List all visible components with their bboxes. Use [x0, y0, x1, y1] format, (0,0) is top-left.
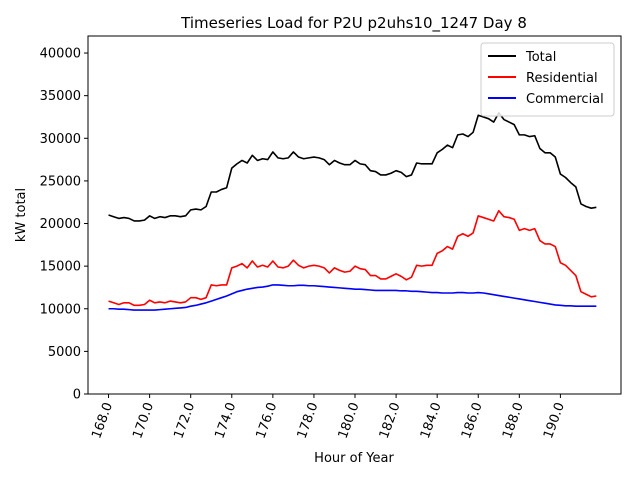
series-line-commercial: [108, 284, 597, 311]
series-lines: [108, 111, 597, 311]
y-axis: 0 5000 10000 15000 20000 25000 30000 35000 40000: [40, 47, 88, 403]
y-tick-label: 20000: [40, 217, 81, 232]
x-axis-label: Hour of Year: [314, 451, 394, 466]
chart-title: Timeseries Load for P2U p2uhs10_1247 Day…: [180, 14, 527, 33]
series-line-residential: [108, 209, 597, 307]
y-tick-label: 5000: [48, 345, 81, 360]
y-tick-label: 30000: [40, 132, 81, 147]
legend-label-total: Total: [525, 50, 556, 65]
legend: Total Residential Commercial: [480, 42, 615, 117]
legend-label-residential: Residential: [526, 71, 598, 86]
y-tick-label: 0: [73, 388, 81, 403]
y-axis-label: kW total: [14, 188, 29, 242]
y-tick-label: 35000: [40, 89, 81, 104]
plot-frame: [87, 35, 622, 395]
y-tick-label: 25000: [40, 174, 81, 189]
legend-label-commercial: Commercial: [526, 92, 604, 107]
y-tick-label: 40000: [40, 47, 81, 62]
series-line-total: [108, 111, 597, 222]
y-tick-label: 15000: [40, 260, 81, 275]
y-tick-label: 10000: [40, 302, 81, 317]
